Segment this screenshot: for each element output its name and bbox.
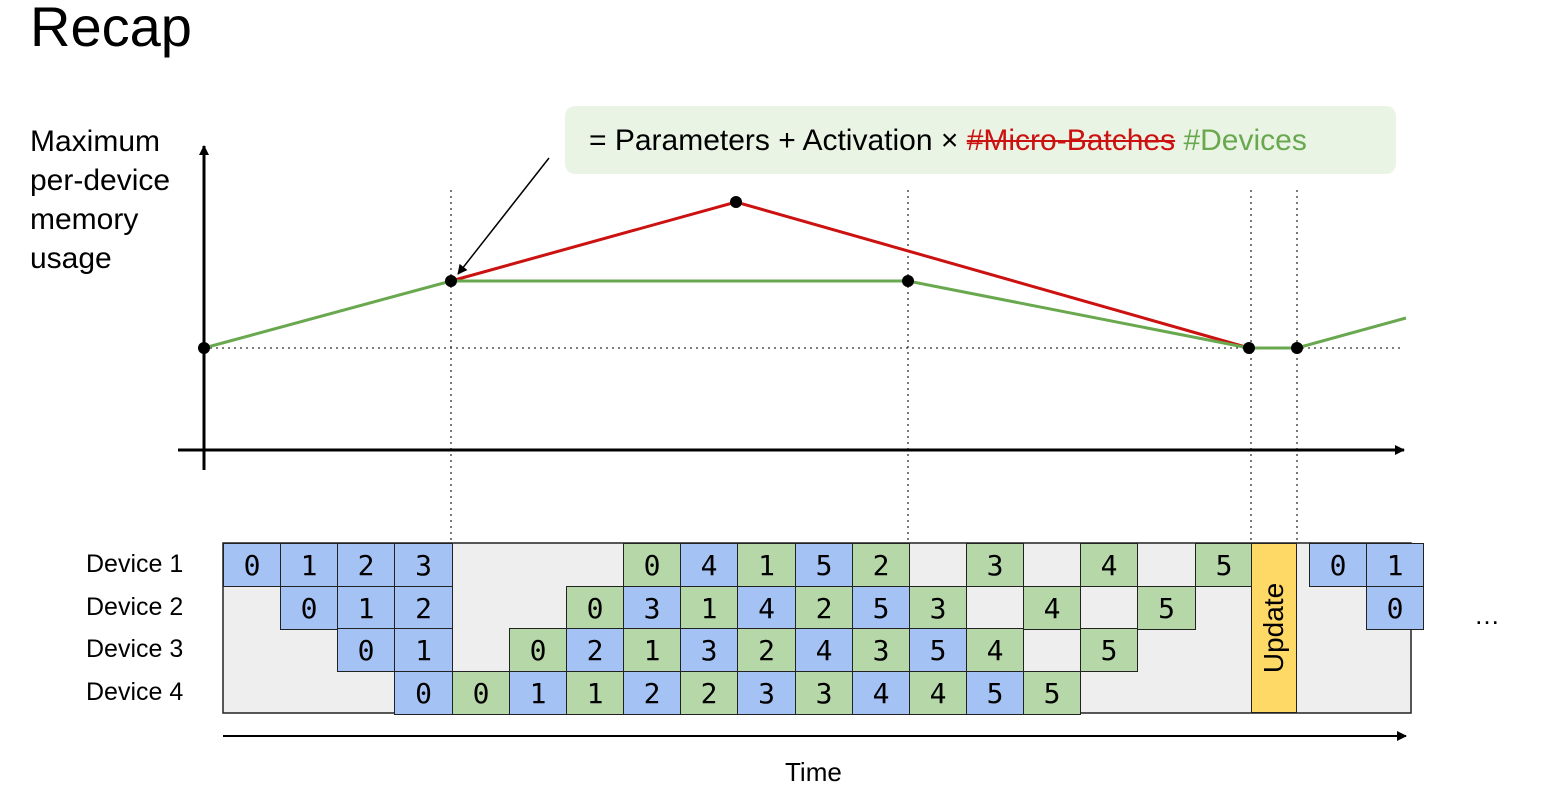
backward-cell: 2 — [795, 586, 853, 630]
backward-cell: 1 — [623, 628, 681, 672]
device-label: Device 2 — [86, 592, 184, 621]
update-label: Update — [1258, 582, 1289, 674]
device-label: Device 3 — [86, 635, 184, 663]
backward-cell: 4 — [1023, 586, 1081, 630]
forward-cell: 0 — [394, 671, 453, 715]
forward-cell: 2 — [394, 586, 453, 630]
backward-cell: 5 — [1137, 586, 1196, 630]
forward-cell: 1 — [337, 586, 395, 630]
y-axis-label: Maximum per-device memory usage — [30, 122, 170, 278]
forward-cell: 3 — [623, 586, 681, 630]
forward-cell: 5 — [909, 628, 967, 672]
forward-cell: 3 — [737, 671, 796, 715]
forward-cell: 3 — [680, 628, 738, 672]
forward-cell: 4 — [852, 671, 910, 715]
backward-cell: 5 — [1080, 628, 1138, 672]
backward-cell: 3 — [795, 671, 853, 715]
forward-cell: 1 — [394, 628, 453, 672]
time-label: Time — [785, 757, 842, 787]
forward-cell: 1 — [280, 543, 338, 587]
update-block: Update — [1251, 543, 1297, 713]
backward-cell: 2 — [680, 671, 738, 715]
curve-point — [198, 342, 210, 354]
forward-cell: 2 — [623, 671, 681, 715]
formula-prefix: = Parameters + Activation × — [589, 124, 967, 157]
continuation-ellipsis: … — [1474, 600, 1500, 630]
forward-cell: 4 — [795, 628, 853, 672]
forward-cell: 4 — [680, 543, 738, 587]
forward-cell: 0 — [1366, 586, 1424, 630]
backward-cell: 1 — [737, 543, 796, 587]
backward-cell: 5 — [1023, 671, 1081, 715]
forward-cell: 0 — [280, 586, 338, 630]
backward-cell: 3 — [966, 543, 1024, 587]
device-label: Device 4 — [86, 677, 184, 706]
backward-cell: 3 — [909, 586, 967, 630]
backward-cell: 1 — [566, 671, 624, 715]
forward-cell: 2 — [566, 628, 624, 672]
backward-cell: 2 — [852, 543, 910, 587]
curve-point — [730, 196, 742, 208]
formula-replacement-term: #Devices — [1183, 124, 1307, 157]
slide-title: Recap — [30, 0, 192, 58]
curve-point — [445, 275, 457, 287]
formula-box: = Parameters + Activation × #Micro-Batch… — [565, 106, 1396, 174]
y-axis-label-text: Maximum per-device memory usage — [30, 125, 171, 275]
backward-cell: 5 — [1195, 543, 1253, 587]
backward-cell: 0 — [509, 628, 567, 672]
formula-pointer-arrow — [457, 157, 550, 275]
curve-point — [1243, 342, 1255, 354]
forward-cell: 5 — [795, 543, 853, 587]
device-label: Device 1 — [86, 550, 184, 578]
backward-cell: 4 — [1080, 543, 1138, 587]
forward-cell: 4 — [737, 586, 796, 630]
backward-cell: 4 — [966, 628, 1024, 672]
forward-cell: 0 — [1309, 543, 1367, 587]
backward-cell: 0 — [452, 671, 510, 715]
backward-cell: 0 — [566, 586, 624, 630]
formula-struck-term: #Micro-Batches — [966, 124, 1176, 157]
forward-cell: 1 — [509, 671, 567, 715]
backward-cell: 3 — [852, 628, 910, 672]
forward-cell: 5 — [852, 586, 910, 630]
backward-cell: 4 — [909, 671, 967, 715]
forward-cell: 2 — [337, 543, 395, 587]
forward-cell: 3 — [394, 543, 453, 587]
micro-batch-memory-line — [450, 200, 1250, 350]
device-memory-line — [203, 279, 1407, 350]
forward-cell: 5 — [966, 671, 1024, 715]
curve-point — [902, 275, 914, 287]
forward-cell: 0 — [337, 628, 395, 672]
backward-cell: 2 — [737, 628, 796, 672]
forward-cell: 1 — [1366, 543, 1424, 587]
backward-cell: 0 — [623, 543, 681, 587]
forward-cell: 0 — [223, 543, 281, 587]
backward-cell: 1 — [680, 586, 738, 630]
curve-point — [1291, 342, 1303, 354]
